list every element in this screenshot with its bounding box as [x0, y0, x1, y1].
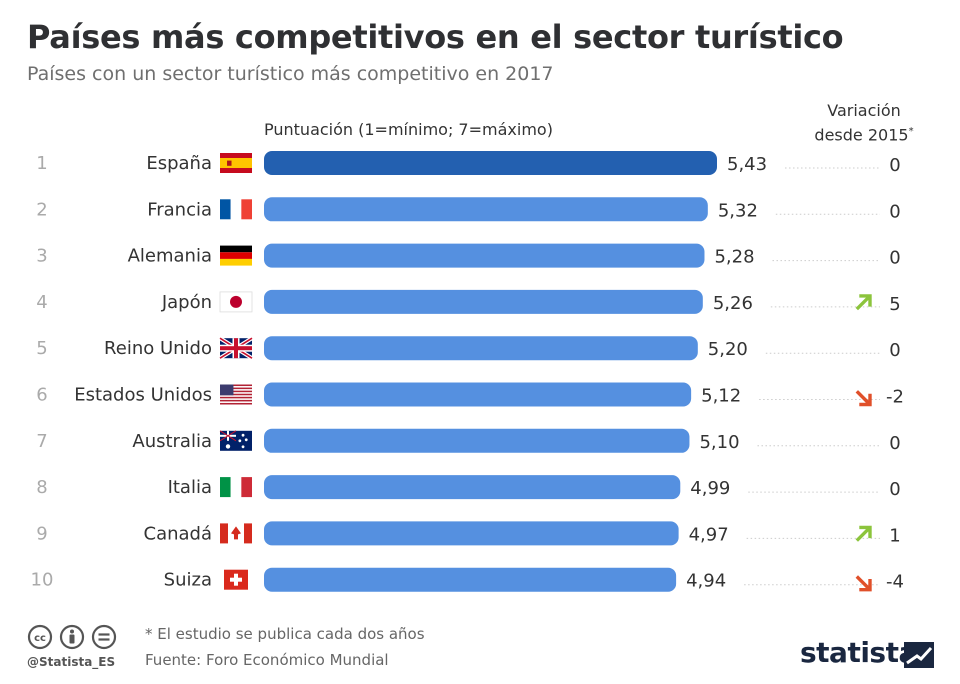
flag-germany-icon [220, 245, 252, 266]
rank-label: 7 [36, 431, 47, 452]
value-label: 4,97 [689, 524, 729, 545]
value-label: 5,26 [713, 293, 753, 314]
chart-subtitle: Países con un sector turístico más compe… [27, 63, 554, 85]
bar [264, 197, 708, 222]
source: Fuente: Foro Económico Mundial [145, 651, 389, 669]
bar-row: 6 Estados Unidos 5,12 -2 [36, 382, 904, 408]
chart-title: Países más competitivos en el sector tur… [27, 18, 844, 56]
category-label: Estados Unidos [74, 385, 212, 406]
bar [264, 428, 690, 453]
rank-label: 2 [36, 199, 47, 220]
svg-text:cc: cc [34, 633, 46, 644]
rank-label: 10 [31, 570, 54, 591]
variation-value: 0 [889, 201, 900, 222]
flag-switzerland-icon [224, 569, 248, 590]
flag-japan-icon [219, 291, 253, 313]
bar-row: 4 Japón 5,26 5 [36, 289, 901, 315]
rank-label: 5 [36, 338, 47, 359]
bar [264, 151, 717, 175]
bar-row: 1 España 5,43 0 [36, 151, 901, 176]
value-label: 5,43 [727, 154, 767, 175]
value-label: 4,94 [686, 571, 726, 592]
bar-row: 2 Francia 5,32 0 [36, 197, 901, 222]
bar-row: 5 Reino Unido 5,20 0 [36, 336, 901, 361]
footnote: * El estudio se publica cada dos años [145, 625, 425, 643]
bar [264, 521, 679, 546]
bar-row: 7 Australia 5,10 0 [36, 428, 901, 454]
category-label: Reino Unido [104, 338, 212, 359]
flag-spain-icon [220, 153, 252, 173]
flag-canada-icon [220, 523, 252, 544]
arrow-down-icon [855, 390, 872, 407]
bar [264, 382, 692, 407]
variation-value: 0 [889, 155, 900, 176]
bar-chart: 1 España 5,43 0 2 Francia 5,32 0 3 Alemania 5,28 0 4… [31, 151, 904, 593]
flag-france-icon [220, 199, 252, 220]
bar-row: 9 Canadá 4,97 1 [36, 521, 901, 546]
category-label: Francia [147, 199, 212, 220]
category-label: España [146, 153, 212, 174]
category-label: Alemania [128, 246, 212, 267]
variation-value: -2 [886, 387, 904, 408]
flag-italy-icon [220, 477, 252, 498]
value-label: 5,20 [708, 339, 748, 360]
flag-uk-icon [218, 336, 254, 360]
rank-label: 3 [36, 246, 47, 267]
category-label: Suiza [164, 570, 212, 591]
category-label: Italia [168, 477, 212, 498]
social-handle: @Statista_ES [27, 655, 116, 669]
value-label: 5,32 [718, 200, 758, 221]
statista-logo-icon [904, 642, 934, 668]
bar-row: 8 Italia 4,99 0 [36, 475, 901, 500]
bar-row: 10 Suiza 4,94 -4 [31, 567, 904, 593]
arrow-down-icon [855, 575, 872, 592]
category-label: Canadá [144, 523, 213, 544]
variation-header-line2-text: desde 2015 [814, 125, 909, 145]
bar [264, 475, 681, 500]
bar [264, 243, 705, 268]
variation-value: 5 [889, 294, 900, 315]
flag-usa-icon [220, 384, 252, 405]
category-label: Australia [132, 431, 212, 452]
variation-value: 0 [889, 433, 900, 454]
rank-label: 1 [36, 153, 47, 174]
variation-header-mark: * [908, 126, 914, 137]
by-icon [59, 624, 85, 650]
arrow-up-icon [855, 525, 872, 542]
bar-row: 3 Alemania 5,28 0 [36, 243, 901, 269]
value-label: 5,10 [699, 432, 739, 453]
variation-header: Variación desde 2015* [794, 100, 934, 145]
rank-label: 9 [36, 523, 47, 544]
variation-value: 0 [889, 340, 900, 361]
variation-value: -4 [886, 572, 904, 593]
value-label: 4,99 [690, 478, 730, 499]
creative-commons-icons: cc [27, 624, 117, 650]
variation-value: 0 [889, 248, 900, 269]
bar [264, 289, 703, 314]
value-label: 5,28 [714, 247, 754, 268]
bar [264, 336, 698, 361]
rank-label: 8 [36, 477, 47, 498]
variation-value: 0 [889, 479, 900, 500]
variation-value: 1 [889, 525, 900, 546]
category-label: Japón [161, 292, 212, 313]
variation-header-line1: Variación [827, 101, 901, 120]
cc-icon [27, 624, 53, 650]
flag-australia-icon [219, 430, 252, 451]
value-label: 5,12 [701, 386, 741, 407]
arrow-up-icon [855, 294, 872, 311]
variation-header-line2: desde 2015* [794, 121, 934, 145]
statista-logo[interactable]: statista [800, 636, 917, 669]
axis-label: Puntuación (1=mínimo; 7=máximo) [264, 120, 553, 139]
rank-label: 4 [36, 292, 47, 313]
bar [264, 567, 677, 592]
nd-icon [91, 624, 117, 650]
rank-label: 6 [36, 385, 47, 406]
